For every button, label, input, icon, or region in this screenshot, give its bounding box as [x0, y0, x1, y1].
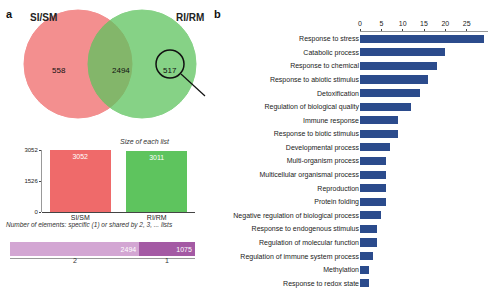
svg-text:Response to chemical: Response to chemical	[290, 62, 359, 70]
svg-text:Response to endogenous stimulu: Response to endogenous stimulus	[252, 225, 360, 233]
svg-text:Methylation: Methylation	[323, 266, 359, 274]
svg-text:Size of each list: Size of each list	[120, 138, 170, 145]
svg-text:558: 558	[52, 66, 66, 75]
svg-text:20: 20	[441, 20, 449, 27]
svg-text:1526: 1526	[24, 178, 38, 184]
svg-text:Immune response: Immune response	[303, 117, 359, 125]
svg-text:RI/RM: RI/RM	[147, 214, 167, 221]
svg-text:Reproduction: Reproduction	[317, 185, 359, 193]
svg-text:SI/SM: SI/SM	[71, 214, 90, 221]
svg-text:15: 15	[420, 20, 428, 27]
svg-text:25: 25	[463, 20, 471, 27]
svg-text:Detoxification: Detoxification	[317, 90, 359, 97]
svg-text:a: a	[6, 8, 13, 20]
svg-text:Regulation of molecular functi: Regulation of molecular function	[259, 239, 359, 247]
svg-text:Catabolic process: Catabolic process	[303, 49, 359, 57]
svg-text:Multicellular organismal proce: Multicellular organismal process	[259, 171, 359, 179]
svg-text:0: 0	[358, 20, 362, 27]
svg-text:Protein folding: Protein folding	[314, 198, 359, 206]
svg-text:517: 517	[163, 66, 177, 75]
svg-text:Regulation of immune system pr: Regulation of immune system process	[240, 252, 359, 260]
svg-text:Response to redox state: Response to redox state	[283, 280, 359, 288]
svg-text:Developmental process: Developmental process	[286, 144, 360, 152]
svg-text:Multi-organism process: Multi-organism process	[287, 157, 360, 165]
svg-text:Response to biotic stimulus: Response to biotic stimulus	[274, 130, 360, 138]
svg-text:SI/SM: SI/SM	[30, 12, 57, 23]
svg-text:2: 2	[73, 257, 77, 264]
svg-text:Negative regulation of biologi: Negative regulation of biological proces…	[233, 212, 359, 220]
svg-text:RI/RM: RI/RM	[176, 12, 204, 23]
svg-text:Response to stress: Response to stress	[299, 35, 359, 43]
svg-text:Number of elements: specific (: Number of elements: specific (1) or shar…	[6, 221, 173, 229]
svg-text:1: 1	[165, 257, 169, 264]
svg-text:b: b	[214, 8, 221, 20]
svg-text:1075: 1075	[176, 246, 192, 253]
svg-text:2494: 2494	[112, 66, 130, 75]
svg-text:5: 5	[379, 20, 383, 27]
svg-text:3011: 3011	[149, 154, 164, 161]
svg-text:Regulation of biological quali: Regulation of biological quality	[264, 103, 359, 111]
svg-text:0: 0	[34, 209, 38, 215]
svg-text:2494: 2494	[121, 246, 137, 253]
svg-text:Response to abiotic stimulus: Response to abiotic stimulus	[270, 76, 360, 84]
svg-text:3052: 3052	[24, 147, 38, 153]
svg-text:10: 10	[399, 20, 407, 27]
svg-text:3052: 3052	[72, 153, 88, 160]
